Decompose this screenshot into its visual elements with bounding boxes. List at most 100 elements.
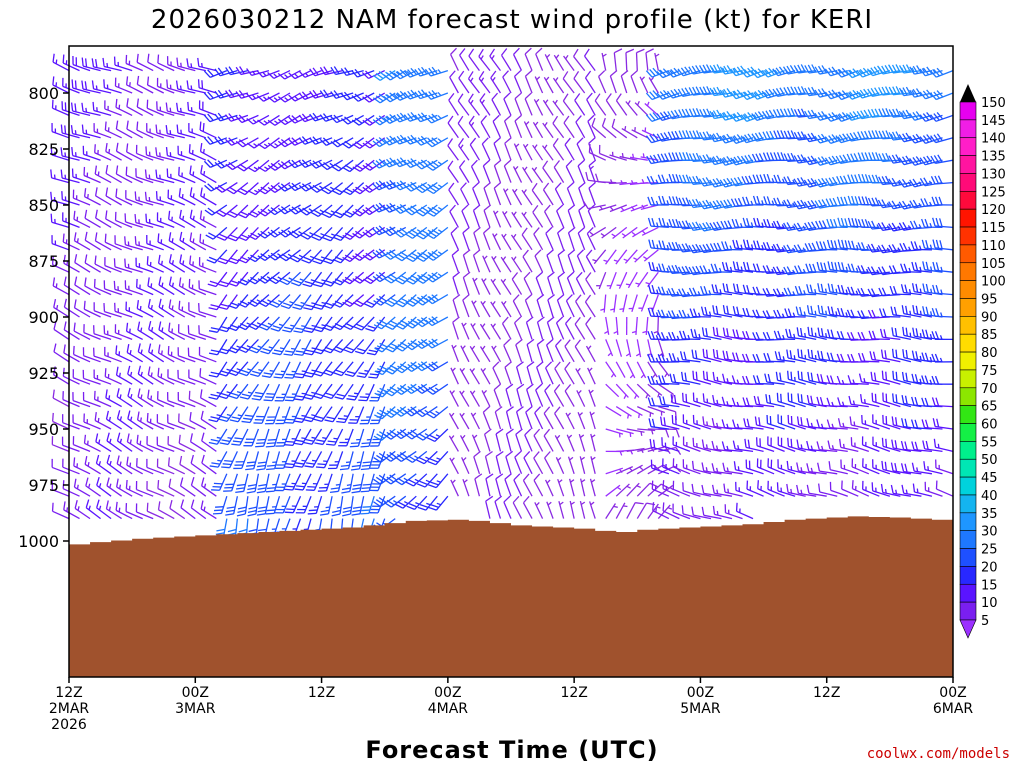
wind-barb [135, 481, 154, 497]
colorbar-swatch [959, 191, 977, 210]
wind-barb [797, 348, 817, 363]
wind-barb [83, 413, 101, 430]
chart-title: 2026030212 NAM forecast wind profile (kt… [151, 5, 873, 35]
wind-barb [427, 450, 449, 466]
wind-barb [237, 182, 259, 196]
wind-barb [146, 481, 164, 497]
wind-barb [198, 100, 217, 117]
wind-barb [757, 480, 775, 497]
wind-barb [258, 294, 280, 308]
wind-barb [609, 70, 618, 94]
wind-barb [52, 389, 70, 408]
colorbar-swatch [959, 369, 977, 389]
wind-barb [613, 316, 619, 335]
wind-barb [784, 308, 806, 318]
wind-barb [536, 361, 544, 385]
wind-barb [146, 235, 164, 251]
wind-barb [647, 217, 669, 229]
wind-barb [878, 130, 901, 140]
wind-barb [605, 93, 617, 116]
wind-barb [115, 501, 133, 520]
wind-barb [253, 406, 270, 424]
wind-barb [83, 434, 101, 452]
wind-barb [763, 196, 785, 206]
wind-barb [72, 392, 91, 408]
wind-barb [319, 496, 333, 516]
wind-barb [63, 501, 80, 520]
wind-barb [51, 481, 70, 497]
wind-barb [218, 361, 238, 377]
colorbar-label: 30 [981, 525, 998, 540]
wind-barb [526, 361, 535, 385]
wind-barb [680, 371, 701, 385]
wind-barb [890, 484, 912, 497]
wind-barb [901, 371, 922, 385]
wind-barb [189, 232, 207, 251]
wind-barb [136, 53, 154, 72]
wind-barb [772, 266, 796, 276]
colorbar-label: 140 [981, 132, 1006, 147]
wind-barb [878, 86, 901, 96]
x-tick-label: 00Z [434, 685, 461, 701]
wind-barb [166, 56, 185, 72]
wind-barb [514, 450, 523, 475]
wind-barb [678, 174, 701, 184]
wind-barb [176, 124, 196, 139]
wind-barb [126, 456, 143, 475]
colorbar-label: 130 [981, 167, 1006, 182]
colorbar-swatch [959, 387, 977, 406]
wind-barb [470, 159, 481, 183]
wind-barb [91, 58, 112, 72]
wind-barb [783, 86, 806, 96]
wind-barb [267, 92, 291, 103]
wind-barb [312, 271, 333, 288]
wind-barb [783, 244, 806, 254]
wind-barb [332, 338, 354, 354]
wind-barb [126, 120, 143, 139]
wind-barb [532, 144, 544, 161]
colorbar-swatch [959, 101, 977, 121]
wind-barb [394, 473, 417, 486]
wind-barb [490, 300, 502, 318]
y-tick-label: 900 [28, 308, 59, 327]
wind-barb [457, 93, 470, 116]
wind-barb [786, 349, 806, 363]
wind-barb [732, 440, 754, 453]
wind-barb [480, 300, 491, 318]
wind-barb [303, 406, 323, 423]
wind-barb [105, 164, 122, 184]
colorbar-label: 120 [981, 203, 1006, 218]
wind-barb [458, 70, 470, 94]
wind-barb [346, 383, 365, 401]
y-tick-label: 975 [28, 476, 59, 495]
x-tick-label: 12Z [813, 685, 840, 701]
colorbar-swatch [959, 333, 977, 353]
colorbar-label: 45 [981, 471, 998, 486]
wind-barb [732, 239, 754, 251]
wind-barb [235, 137, 259, 148]
wind-barb [532, 205, 544, 228]
wind-barb [82, 347, 101, 363]
colorbar-swatch [959, 244, 977, 264]
colorbar-label: 85 [981, 328, 998, 343]
wind-barb [564, 137, 575, 161]
x-tick-label: 5MAR [680, 701, 721, 717]
wind-barb [71, 147, 91, 161]
wind-barb [321, 204, 344, 219]
wind-barb [575, 115, 586, 139]
wind-barb [523, 121, 533, 139]
wind-barb [764, 373, 785, 385]
wind-barb [585, 316, 596, 340]
wind-barb [639, 76, 649, 94]
wind-barb [125, 76, 143, 94]
wind-barb [513, 143, 523, 161]
wind-barb [293, 316, 312, 334]
wind-barb [243, 428, 260, 447]
wind-barb [336, 406, 354, 424]
wind-barb [565, 294, 575, 318]
wind-barb [310, 204, 333, 218]
y-tick-label: 1000 [18, 532, 59, 551]
wind-barb [322, 338, 344, 354]
wind-barb [585, 345, 596, 363]
wind-barb [93, 123, 112, 139]
